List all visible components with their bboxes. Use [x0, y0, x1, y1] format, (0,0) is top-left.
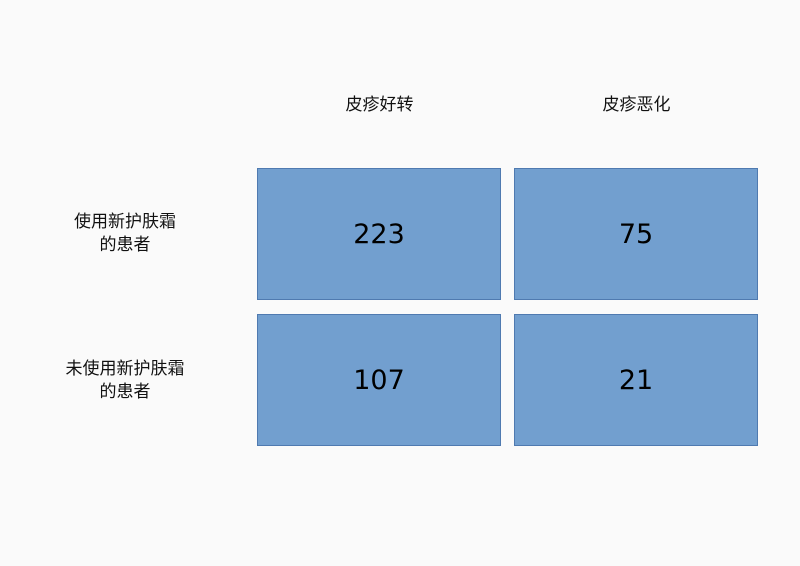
- row-label-line2: 的患者: [99, 382, 151, 402]
- row-header-used: 使用新护肤霜 的患者: [40, 211, 210, 257]
- column-header-improved: 皮疹好转: [345, 95, 414, 115]
- row-label-line2: 的患者: [99, 235, 151, 255]
- row-header-not-used: 未使用新护肤霜 的患者: [40, 358, 210, 404]
- column-header-worsened: 皮疹恶化: [602, 95, 671, 115]
- cell-not-used-improved: 107: [257, 314, 501, 446]
- cell-used-improved: 223: [257, 168, 501, 300]
- cell-not-used-worsened: 21: [514, 314, 758, 446]
- cell-used-worsened: 75: [514, 168, 758, 300]
- row-label-line1: 使用新护肤霜: [74, 212, 176, 232]
- row-label-line1: 未使用新护肤霜: [65, 359, 185, 379]
